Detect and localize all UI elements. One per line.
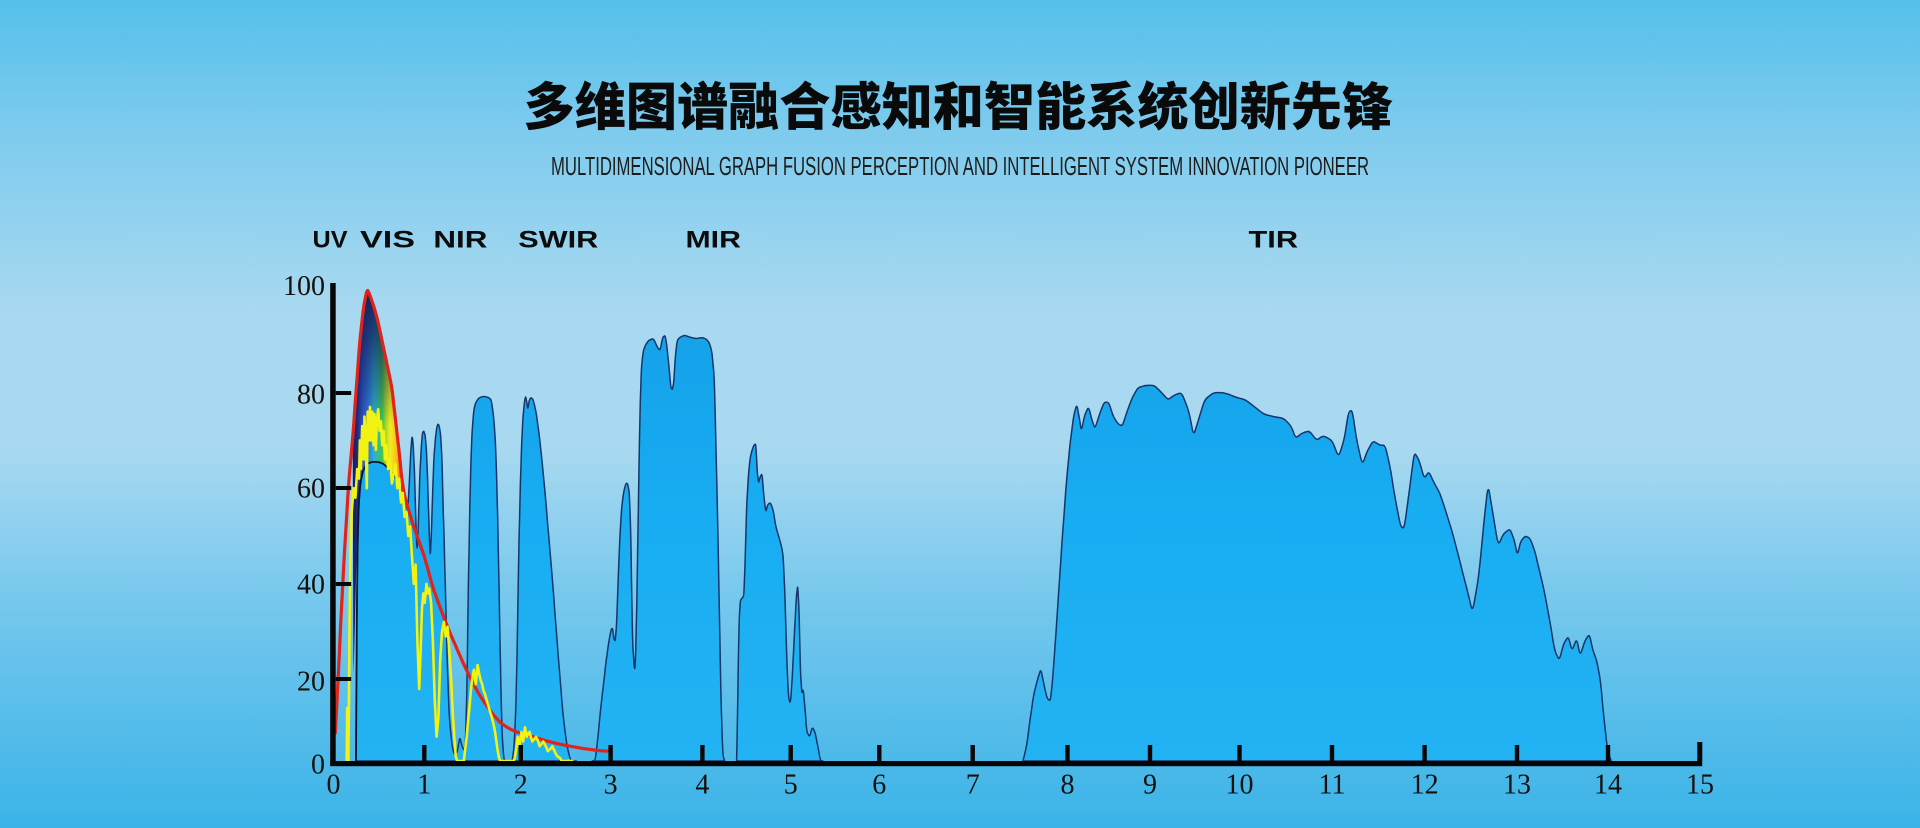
svg-text:UV: UV <box>313 227 348 254</box>
svg-text:15: 15 <box>1686 770 1714 801</box>
svg-text:SWIR: SWIR <box>518 227 598 254</box>
svg-text:10: 10 <box>1226 770 1254 801</box>
svg-text:20: 20 <box>297 667 325 698</box>
svg-text:TIR: TIR <box>1249 227 1299 254</box>
svg-text:7: 7 <box>966 770 980 801</box>
svg-text:100: 100 <box>283 271 325 302</box>
svg-text:40: 40 <box>297 570 325 601</box>
svg-text:VIS: VIS <box>360 227 415 254</box>
svg-text:11: 11 <box>1319 770 1346 801</box>
svg-text:13: 13 <box>1503 770 1531 801</box>
svg-text:80: 80 <box>297 380 325 411</box>
svg-text:1: 1 <box>417 770 431 801</box>
svg-text:8: 8 <box>1061 770 1075 801</box>
svg-text:12: 12 <box>1411 770 1439 801</box>
svg-text:MULTIDIMENSIONAL GRAPH FUSION: MULTIDIMENSIONAL GRAPH FUSION PERCEPTION… <box>551 153 1369 181</box>
svg-text:4: 4 <box>695 770 709 801</box>
svg-text:60: 60 <box>297 474 325 505</box>
svg-text:NIR: NIR <box>433 227 487 254</box>
svg-text:3: 3 <box>604 770 618 801</box>
svg-text:14: 14 <box>1594 770 1622 801</box>
svg-text:0: 0 <box>311 750 325 781</box>
svg-text:0: 0 <box>327 770 341 801</box>
svg-text:6: 6 <box>872 770 886 801</box>
svg-text:MIR: MIR <box>686 227 741 254</box>
svg-text:5: 5 <box>784 770 798 801</box>
svg-text:9: 9 <box>1143 770 1157 801</box>
svg-text:2: 2 <box>514 770 528 801</box>
